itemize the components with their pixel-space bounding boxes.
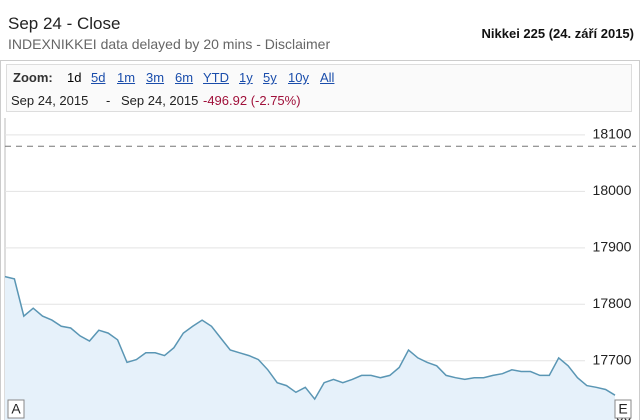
zoom-option[interactable]: 3m — [146, 70, 165, 85]
price-line — [4, 275, 616, 401]
annotation-flag — [614, 399, 632, 419]
y-tick-label: 17700 — [593, 351, 632, 367]
area — [5, 276, 615, 420]
zoom-option[interactable]: 5d — [91, 70, 106, 85]
y-tick-label: 18000 — [593, 182, 632, 198]
caption: Nikkei 225 (24. září 2015) — [481, 26, 635, 41]
zoom-option[interactable]: All — [320, 70, 335, 85]
zoom-option[interactable]: 5y — [263, 70, 277, 85]
zoom-bar: Zoom: Sep 24, 2015 - Sep 24, 2015 -496.9… — [6, 64, 632, 112]
zoom-option[interactable]: 6m — [175, 70, 194, 85]
zoom-option[interactable]: 1m — [117, 70, 136, 85]
range-separator: - — [106, 93, 111, 108]
range-to: Sep 24, 2015 — [121, 93, 199, 108]
zoom-option[interactable]: YTD — [203, 70, 229, 85]
y-tick-label: 17900 — [593, 239, 632, 255]
y-tick-label: 17800 — [593, 295, 632, 311]
range-from: Sep 24, 2015 — [11, 93, 89, 108]
zoom-option[interactable]: 1d — [67, 70, 82, 85]
annotation-label: E — [618, 401, 627, 417]
annotation-label: A — [11, 401, 21, 417]
annotation-flag — [7, 399, 25, 419]
zoom-option[interactable]: 10y — [288, 70, 309, 85]
close-label: Sep 24 - Close — [8, 14, 121, 33]
zoom-label: Zoom: — [13, 70, 53, 85]
source-note: INDEXNIKKEI data delayed by 20 mins - Di… — [8, 36, 331, 52]
zoom-option[interactable]: 1y — [239, 70, 253, 85]
range-change: -496.92 (-2.75%) — [203, 93, 301, 108]
y-tick-label: 18100 — [593, 126, 632, 142]
